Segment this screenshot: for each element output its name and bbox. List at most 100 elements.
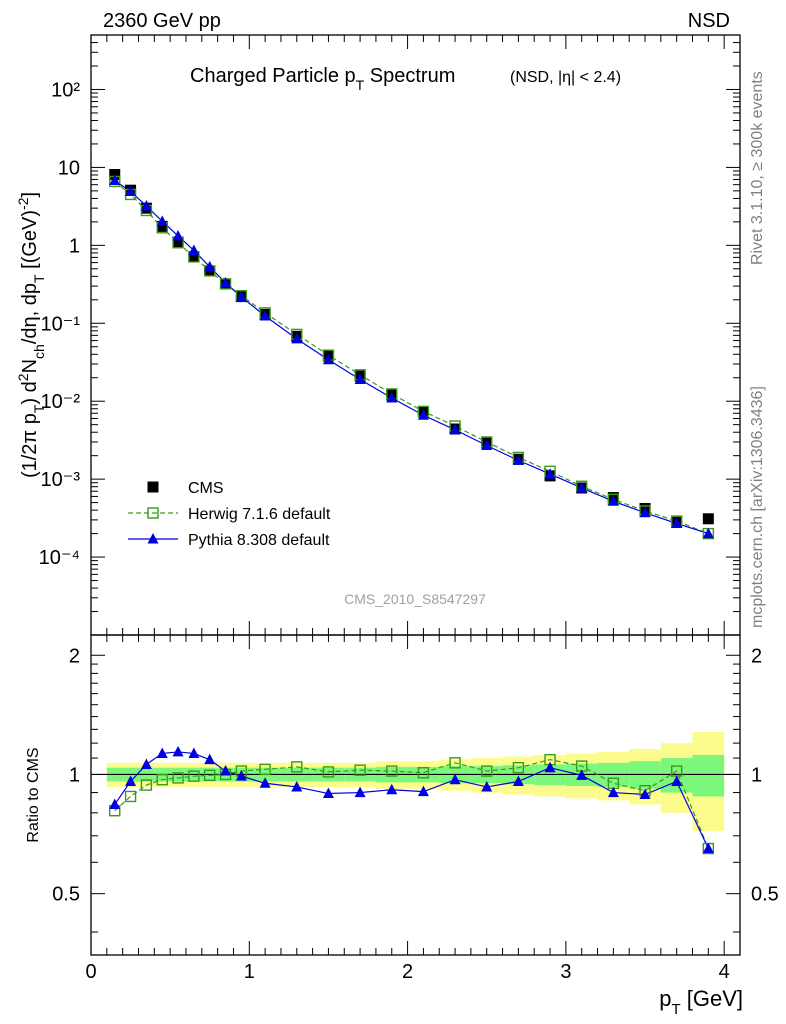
ratio-x-axis-label: pT [GeV]	[659, 986, 743, 1018]
ratio-point	[544, 761, 556, 773]
ratio-point	[322, 787, 334, 799]
chart-title: Charged Particle pT Spectrum	[190, 65, 455, 93]
ratio-point	[291, 780, 303, 792]
legend-label: Pythia 8.308 default	[188, 532, 330, 549]
ratio-x-tick-label: 2	[402, 961, 413, 983]
spectrum-point	[639, 506, 651, 518]
spectrum-point	[607, 495, 619, 506]
ratio-panel: 0 1 2 3 4 0.5 0.5 1 1 2 2 Ratio to CMS pT [GeV]	[25, 634, 779, 1018]
ratio-point	[259, 763, 271, 776]
ratio-point	[124, 790, 137, 803]
legend-label: CMS	[188, 480, 224, 497]
ratio-point	[481, 780, 493, 792]
ratio-point	[354, 764, 366, 776]
ratio-point	[417, 785, 429, 797]
ratio-point	[386, 783, 398, 795]
ratio-point	[639, 788, 651, 799]
process-label: NSD	[688, 10, 730, 32]
spectrum-point	[576, 481, 588, 493]
ratio-point	[172, 745, 184, 757]
chart-title-note: (NSD, |η| < 2.4)	[510, 69, 621, 86]
spectrum-point	[109, 174, 121, 185]
spectrum-point	[417, 409, 429, 420]
spectrum-y-tick-label: 1	[69, 235, 80, 257]
spectrum-point	[702, 513, 714, 525]
spectrum-point	[220, 276, 232, 288]
source-label: mcplots.cern.ch [arXiv:1306.3436]	[749, 386, 766, 628]
legend-marker	[147, 507, 159, 519]
spectrum-point	[512, 454, 524, 465]
spectrum-y-tick-label: 10	[58, 157, 80, 179]
ratio-series-markers	[109, 745, 715, 855]
ratio-point	[702, 842, 714, 854]
ratio-point	[576, 769, 588, 780]
spectrum-point	[386, 391, 398, 403]
rivet-label: Rivet 3.1.10, ≥ 300k events	[749, 71, 766, 265]
ratio-point	[671, 775, 683, 786]
spectrum-point	[140, 199, 152, 211]
spectrum-point	[172, 229, 184, 241]
spectrum-point	[481, 439, 493, 451]
spectrum-y-tick-label: 10⁻²	[41, 391, 81, 413]
ratio-point	[259, 777, 271, 788]
ratio-point	[156, 747, 168, 758]
spectrum-point	[354, 373, 366, 384]
spectrum-y-tick-label: 10⁻¹	[41, 313, 81, 335]
spectrum-point	[204, 260, 216, 272]
ratio-point	[512, 775, 524, 786]
ratio-point	[235, 770, 247, 781]
spectrum-axis-ticks: 10⁻⁴ 10⁻³ 10⁻² 10⁻¹ 1 10 10²	[39, 34, 741, 636]
ratio-point	[449, 773, 461, 785]
ratio-point	[140, 779, 153, 791]
legend-label: Herwig 7.1.6 default	[188, 506, 331, 523]
ratio-y-tick-label: 2	[69, 645, 80, 667]
spectrum-point	[172, 236, 184, 248]
chart-title-subscript: T	[356, 77, 365, 93]
spectrum-y-tick-label: 10⁻³	[41, 469, 81, 491]
ratio-x-tick-label: 3	[560, 961, 571, 983]
ratio-x-tick-label: 1	[244, 961, 255, 983]
ratio-band-inner	[660, 758, 693, 793]
ratio-x-tick-label: 4	[719, 961, 730, 983]
ratio-x-tick-label: 0	[85, 961, 96, 983]
ratio-y-tick-label: 1	[69, 764, 80, 786]
legend-marker	[147, 533, 159, 544]
spectrum-y-tick-label: 10²	[51, 79, 80, 101]
ratio-point	[354, 786, 366, 798]
spectrum-point	[322, 353, 334, 365]
ratio-point	[512, 762, 525, 774]
spectrum-panel: 10⁻⁴ 10⁻³ 10⁻² 10⁻¹ 1 10 10² Charged Particle …	[15, 34, 741, 636]
ratio-axis-ticks: 0 1 2 3 4 0.5 0.5 1 1 2 2	[52, 635, 779, 983]
ratio-point	[322, 766, 335, 778]
spectrum-point	[235, 290, 247, 302]
spectrum-point	[671, 517, 683, 528]
legend: CMS Herwig 7.1.6 default Pythia 8.308 defa…	[128, 480, 331, 549]
spectrum-point	[125, 185, 137, 197]
spectrum-point	[156, 220, 168, 232]
ratio-point	[204, 769, 216, 782]
spectrum-y-tick-label: 10⁻⁴	[39, 547, 80, 569]
ratio-point	[386, 765, 398, 777]
spectrum-point	[702, 527, 714, 539]
spectrum-point	[544, 468, 556, 479]
spectrum-point	[188, 250, 200, 262]
ratio-point	[156, 773, 168, 786]
ratio-y-tick-label-right: 0.5	[751, 884, 779, 906]
ratio-point	[172, 772, 184, 784]
ratio-point	[481, 765, 493, 777]
ratio-y-axis-label: Ratio to CMS	[25, 747, 42, 842]
ratio-point	[109, 798, 121, 809]
watermark: CMS_2010_S8547297	[344, 591, 486, 607]
chart-title-main: Charged Particle p	[190, 65, 356, 87]
ratio-y-tick-label: 0.5	[52, 884, 80, 906]
ratio-point	[607, 786, 619, 798]
spectrum-series-markers	[109, 169, 715, 540]
ratio-point	[220, 765, 232, 776]
spectrum-point	[188, 244, 200, 255]
ratio-point	[188, 770, 200, 782]
ratio-y-tick-label-right: 1	[751, 764, 762, 786]
spectrum-point	[291, 332, 303, 344]
spectrum-point	[449, 423, 461, 435]
legend-marker	[147, 481, 159, 493]
ratio-point	[204, 753, 216, 765]
